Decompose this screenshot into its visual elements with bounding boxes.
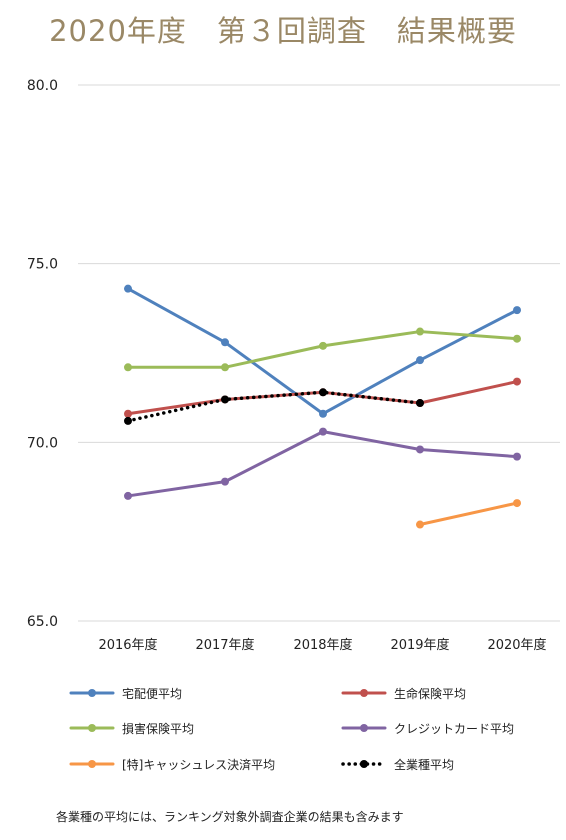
legend-item: 全業種平均	[340, 754, 454, 774]
data-point	[319, 409, 327, 418]
data-point	[221, 363, 229, 372]
legend-item: [特]キャッシュレス決済平均	[68, 754, 275, 774]
y-tick-label: 80.0	[27, 78, 58, 94]
x-tick-label: 2020年度	[487, 637, 546, 653]
data-point	[416, 445, 424, 454]
legend-label: 宅配便平均	[122, 686, 183, 701]
data-point	[513, 377, 521, 386]
legend-swatch	[341, 689, 387, 697]
x-tick-label: 2017年度	[195, 637, 254, 653]
data-point	[319, 388, 327, 397]
legend-swatch	[341, 760, 387, 768]
data-point	[124, 409, 132, 418]
data-point	[221, 395, 229, 404]
legend-label: 生命保険平均	[394, 686, 467, 701]
data-point	[416, 399, 424, 408]
data-point	[221, 477, 229, 486]
legend-label: [特]キャッシュレス決済平均	[122, 757, 276, 772]
legend-item: 生命保険平均	[340, 683, 466, 703]
series-line-3	[126, 430, 519, 498]
data-point	[221, 338, 229, 347]
x-tick-label: 2018年度	[293, 637, 352, 653]
y-tick-label: 65.0	[27, 614, 58, 630]
data-point	[416, 356, 424, 365]
data-point	[513, 499, 521, 508]
data-point	[416, 327, 424, 336]
data-point	[124, 491, 132, 500]
legend-label: 全業種平均	[394, 757, 455, 772]
data-point	[124, 363, 132, 372]
data-point	[124, 284, 132, 293]
data-point	[416, 520, 424, 529]
legend-item: 損害保険平均	[68, 718, 194, 738]
legend-swatch	[69, 760, 115, 768]
data-point	[319, 427, 327, 436]
data-point	[124, 416, 132, 425]
y-tick-label: 75.0	[27, 257, 58, 273]
footnote: 各業種の平均には、ランキング対象外調査企業の結果も含みます	[56, 810, 404, 824]
legend-swatch	[69, 724, 115, 732]
data-point	[513, 452, 521, 461]
series-line-5	[126, 390, 422, 423]
chart-title: 2020年度 第３回調査 結果概要	[49, 14, 517, 48]
data-point	[319, 341, 327, 350]
legend-item: 宅配便平均	[68, 683, 182, 703]
legend-item: クレジットカード平均	[340, 718, 514, 738]
data-point	[513, 334, 521, 343]
line-chart: 65.0 70.0 75.0 80.0 2016年度 2017年度 2018年度 2019年度…	[27, 78, 560, 653]
x-tick-label: 2019年度	[390, 637, 449, 653]
series-line-4	[418, 501, 519, 527]
legend-swatch	[341, 724, 387, 732]
y-tick-label: 70.0	[27, 435, 58, 451]
legend-label: クレジットカード平均	[394, 721, 515, 736]
data-point	[513, 306, 521, 315]
x-tick-label: 2016年度	[98, 637, 157, 653]
legend-swatch	[69, 689, 115, 697]
legend-label: 損害保険平均	[122, 721, 195, 736]
